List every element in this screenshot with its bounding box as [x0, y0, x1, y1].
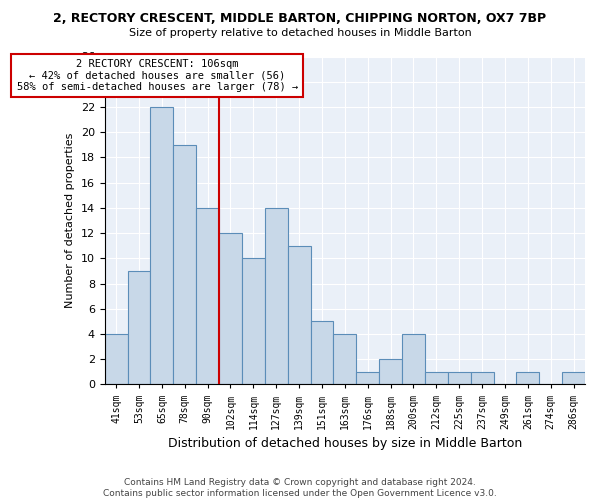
Bar [379, 359, 402, 384]
Bar [311, 322, 334, 384]
Bar [402, 334, 425, 384]
Bar [173, 145, 196, 384]
Bar [219, 233, 242, 384]
Bar [104, 334, 128, 384]
Bar [425, 372, 448, 384]
Bar [470, 372, 494, 384]
Bar [517, 372, 539, 384]
Text: Size of property relative to detached houses in Middle Barton: Size of property relative to detached ho… [128, 28, 472, 38]
X-axis label: Distribution of detached houses by size in Middle Barton: Distribution of detached houses by size … [168, 437, 522, 450]
Bar [265, 208, 287, 384]
Bar [151, 107, 173, 384]
Bar [196, 208, 219, 384]
Bar [356, 372, 379, 384]
Text: 2, RECTORY CRESCENT, MIDDLE BARTON, CHIPPING NORTON, OX7 7BP: 2, RECTORY CRESCENT, MIDDLE BARTON, CHIP… [53, 12, 547, 26]
Bar [287, 246, 311, 384]
Bar [334, 334, 356, 384]
Bar [448, 372, 470, 384]
Bar [128, 271, 151, 384]
Bar [242, 258, 265, 384]
Text: Contains HM Land Registry data © Crown copyright and database right 2024.
Contai: Contains HM Land Registry data © Crown c… [103, 478, 497, 498]
Bar [562, 372, 585, 384]
Text: 2 RECTORY CRESCENT: 106sqm
← 42% of detached houses are smaller (56)
58% of semi: 2 RECTORY CRESCENT: 106sqm ← 42% of deta… [17, 59, 298, 92]
Y-axis label: Number of detached properties: Number of detached properties [65, 133, 75, 308]
